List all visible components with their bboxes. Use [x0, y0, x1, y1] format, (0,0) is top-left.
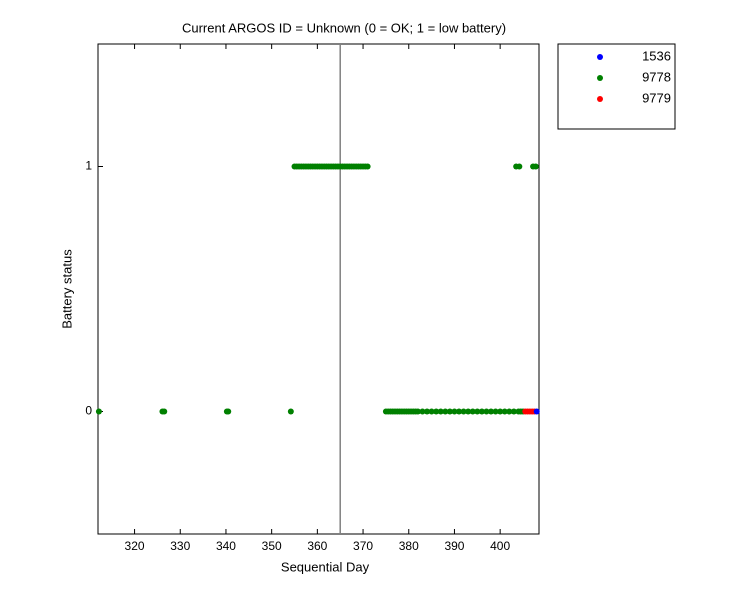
point: [433, 408, 440, 415]
point: [287, 408, 294, 415]
point: [419, 408, 426, 415]
point: [533, 408, 540, 415]
point: [483, 408, 490, 415]
point: [501, 408, 508, 415]
point: [428, 408, 435, 415]
x-tick-label: 330: [170, 539, 190, 553]
point: [451, 408, 458, 415]
legend-label: 1536: [642, 48, 671, 63]
x-tick-label: 360: [307, 539, 327, 553]
point: [442, 408, 449, 415]
point: [414, 408, 421, 415]
point: [492, 408, 499, 415]
point: [364, 163, 371, 170]
point: [161, 408, 168, 415]
x-tick-label: 350: [262, 539, 282, 553]
point: [516, 163, 523, 170]
x-tick-label: 390: [444, 539, 464, 553]
point: [497, 408, 504, 415]
point: [488, 408, 495, 415]
point: [510, 408, 517, 415]
point: [456, 408, 463, 415]
legend-marker: [597, 75, 603, 81]
x-tick-label: 340: [216, 539, 236, 553]
point: [465, 408, 472, 415]
legend-label: 9778: [642, 69, 671, 84]
point: [424, 408, 431, 415]
point: [437, 408, 444, 415]
point: [532, 163, 539, 170]
x-tick-label: 400: [490, 539, 510, 553]
legend-marker: [597, 54, 603, 60]
point: [446, 408, 453, 415]
point: [95, 408, 102, 415]
point: [506, 408, 513, 415]
legend-marker: [597, 96, 603, 102]
legend-label: 9779: [642, 90, 671, 105]
chart-title: Current ARGOS ID = Unknown (0 = OK; 1 = …: [182, 20, 506, 35]
x-axis-label: Sequential Day: [281, 559, 370, 574]
point: [460, 408, 467, 415]
point: [474, 408, 481, 415]
legend-box: [557, 43, 676, 130]
x-tick-label: 320: [125, 539, 145, 553]
point: [225, 408, 232, 415]
x-tick-label: 370: [353, 539, 373, 553]
y-tick-label: 1: [85, 159, 92, 173]
y-tick-label: 0: [85, 404, 92, 418]
point: [469, 408, 476, 415]
plot-frame: [97, 43, 540, 535]
point: [478, 408, 485, 415]
y-axis-label: Battery status: [59, 249, 74, 329]
x-tick-label: 380: [399, 539, 419, 553]
